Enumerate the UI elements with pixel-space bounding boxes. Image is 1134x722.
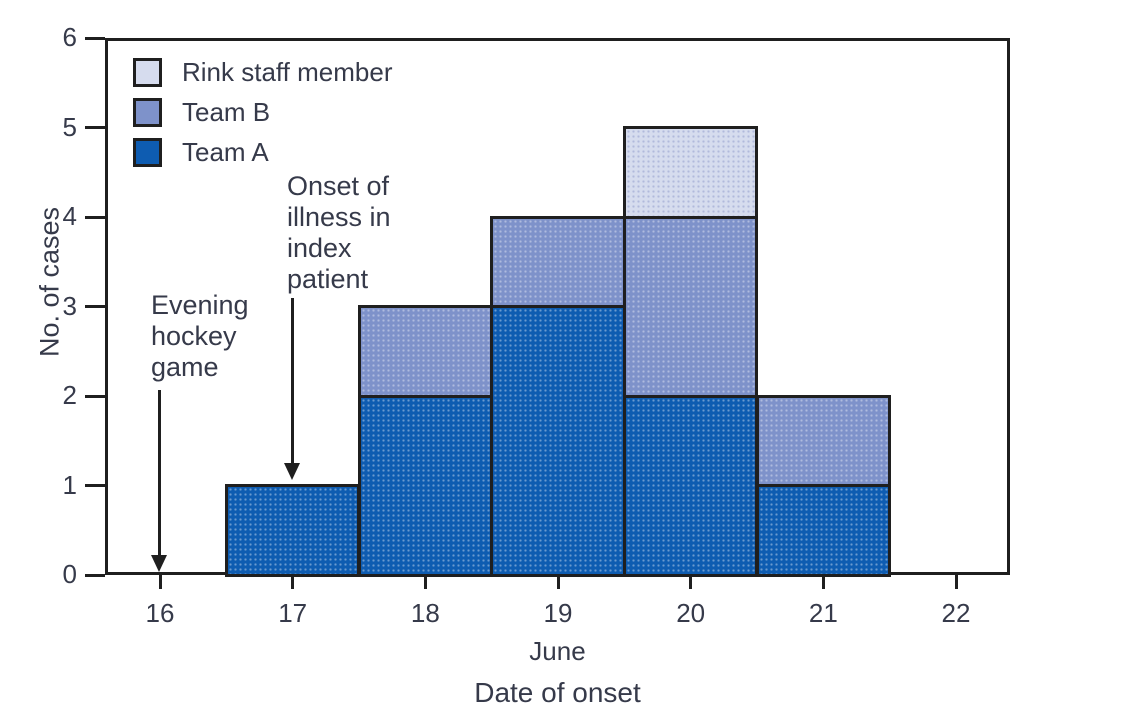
bar-june-21-team-b <box>755 394 892 487</box>
x-tick-label-20: 20 <box>676 598 706 628</box>
x-tick-mark-21 <box>821 575 825 589</box>
x-tick-mark-20 <box>689 575 693 589</box>
bar-june-19-team-b <box>490 215 626 308</box>
y-tick-label-2: 2 <box>62 380 77 410</box>
hockey-game-arrow-shaft <box>158 390 161 556</box>
legend-swatch-rink-staff <box>133 58 162 87</box>
x-tick-mark-16 <box>158 575 162 589</box>
legend-item-team-a: Team A <box>133 138 392 167</box>
x-tick-mark-22 <box>954 575 958 589</box>
y-tick-mark-1 <box>85 484 105 487</box>
y-tick-label-4: 4 <box>62 201 77 231</box>
y-tick-mark-4 <box>85 215 105 219</box>
bar-june-18-team-b <box>357 305 494 398</box>
y-tick-mark-0 <box>85 573 105 577</box>
bar-june-20-team-a <box>622 394 759 577</box>
legend: Rink staff member Team B Team A <box>133 58 392 178</box>
legend-label-rink-staff: Rink staff member <box>182 57 393 87</box>
x-tick-label-17: 17 <box>278 598 308 628</box>
bar-june-20-rink-staff-member <box>622 126 759 219</box>
y-tick-label-6: 6 <box>62 22 77 52</box>
y-tick-mark-6 <box>85 36 105 40</box>
x-tick-mark-19 <box>556 575 560 589</box>
index-patient-arrow-head <box>284 463 300 480</box>
y-axis-title: No. of cases <box>34 206 65 358</box>
annotation-evening-hockey-game: Evening hockey game <box>151 290 249 382</box>
y-tick-label-3: 3 <box>62 290 77 321</box>
bar-june-19-team-a <box>490 305 626 577</box>
y-tick-label-0: 0 <box>62 559 77 589</box>
y-tick-label-5: 5 <box>62 111 77 142</box>
legend-swatch-team-b <box>133 98 162 127</box>
legend-label-team-b: Team B <box>182 97 271 127</box>
x-axis-title: Date of onset <box>474 677 641 708</box>
x-tick-label-19: 19 <box>543 598 573 628</box>
annotation-index-patient-onset: Onset of illness in index patient <box>287 171 391 294</box>
y-tick-mark-2 <box>85 394 105 398</box>
x-tick-label-16: 16 <box>145 598 175 628</box>
legend-item-team-b: Team B <box>133 98 392 127</box>
bar-june-18-team-a <box>357 394 494 577</box>
x-tick-mark-18 <box>423 575 427 589</box>
legend-swatch-team-a <box>133 138 162 167</box>
x-tick-label-21: 21 <box>808 598 838 628</box>
y-tick-mark-5 <box>85 126 105 129</box>
bar-june-17-team-a <box>224 484 361 577</box>
x-tick-label-18: 18 <box>410 598 440 628</box>
hockey-game-arrow-head <box>151 555 167 572</box>
y-tick-mark-3 <box>85 305 105 308</box>
legend-item-rink-staff: Rink staff member <box>133 58 392 87</box>
y-tick-label-1: 1 <box>62 469 77 500</box>
bar-june-21-team-a <box>755 484 892 577</box>
x-axis-month-label: June <box>529 636 586 666</box>
x-tick-mark-17 <box>291 575 295 589</box>
x-tick-label-22: 22 <box>941 598 971 628</box>
legend-label-team-a: Team A <box>182 137 269 167</box>
bar-june-20-team-b <box>622 215 759 398</box>
index-patient-arrow-shaft <box>291 298 294 464</box>
